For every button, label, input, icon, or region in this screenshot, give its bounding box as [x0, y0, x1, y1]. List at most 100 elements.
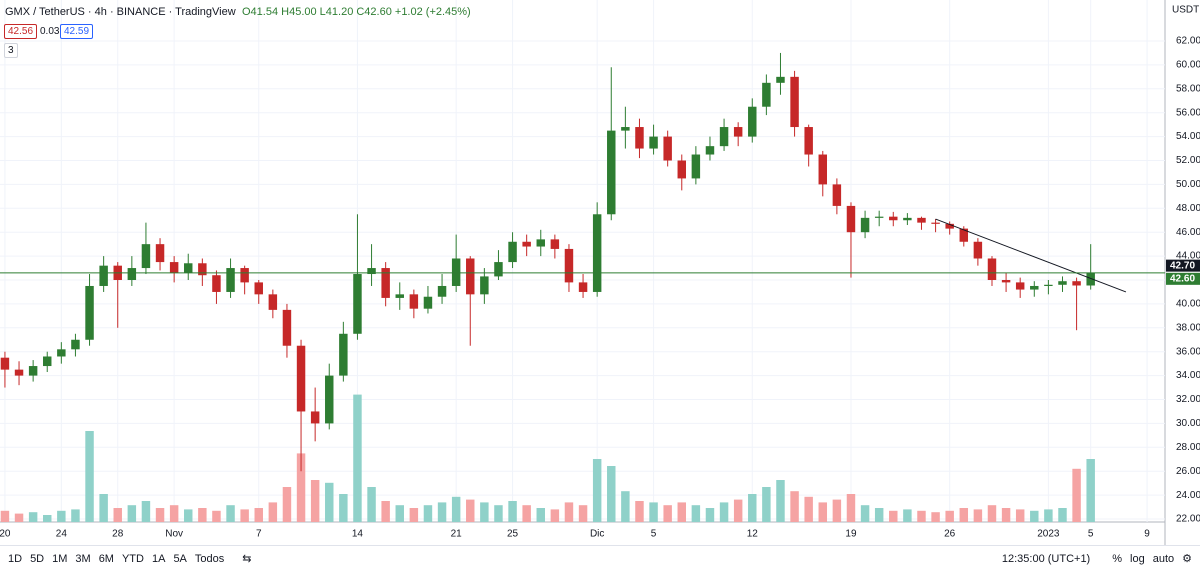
range-button[interactable]: 1M	[52, 552, 68, 565]
candle-body	[141, 244, 151, 269]
volume-bar	[987, 505, 997, 522]
candle-body	[155, 244, 165, 263]
volume-bar	[1015, 509, 1025, 522]
volume-bar	[353, 394, 362, 522]
x-tick-label: 20	[0, 529, 11, 540]
candle-body	[494, 262, 503, 277]
volume-bar	[917, 510, 926, 522]
volume-bar	[663, 505, 672, 522]
candle-body	[578, 282, 588, 292]
x-tick-label: 7	[256, 529, 262, 540]
percent-toggle[interactable]: %	[1112, 552, 1123, 565]
candle-body	[226, 268, 235, 292]
x-tick-label: Nov	[165, 529, 183, 540]
candle-body	[564, 248, 574, 283]
x-tick-label: 24	[56, 529, 68, 540]
trendline	[935, 218, 1127, 293]
candle-body	[339, 333, 348, 376]
y-tick-label: 48.00	[1176, 203, 1200, 214]
volume-bar	[818, 502, 828, 522]
indicator-toggle[interactable]: 3	[4, 43, 18, 58]
candle-body	[762, 82, 771, 107]
y-tick-label: 54.00	[1176, 131, 1200, 142]
ask-price[interactable]: 42.59	[60, 24, 94, 39]
candle-body	[776, 76, 785, 83]
candle-body	[1086, 272, 1095, 286]
candle-body	[987, 258, 997, 281]
y-tick-label: 26.00	[1176, 466, 1200, 477]
candle-body	[1001, 280, 1011, 283]
range-button[interactable]: 5D	[30, 552, 45, 565]
auto-toggle[interactable]: auto	[1152, 552, 1175, 565]
volume-bar	[635, 501, 644, 522]
candle-body	[0, 357, 10, 370]
range-button[interactable]: 6M	[98, 552, 114, 565]
volume-bar	[832, 499, 842, 522]
volume-bar	[226, 505, 235, 522]
range-button[interactable]: 3M	[75, 552, 91, 565]
candle-body	[663, 136, 672, 161]
bid-price[interactable]: 42.56	[4, 24, 38, 39]
volume-bar	[113, 508, 122, 522]
volume-bar	[381, 501, 390, 522]
candle-body	[973, 241, 983, 259]
volume-bar	[846, 494, 856, 522]
candle-body	[127, 268, 137, 281]
volume-bar	[85, 431, 94, 522]
price-tag	[1166, 272, 1200, 285]
candle-body	[353, 274, 362, 334]
range-button[interactable]: YTD	[121, 552, 144, 565]
volume-bar	[931, 512, 940, 522]
candle-body	[169, 262, 179, 273]
range-buttons: 1D 5D 1M 3M 6M YTD 1A 5A Todos	[0, 553, 224, 565]
volume-bar	[719, 502, 729, 522]
candle-body	[310, 411, 320, 424]
volume-bar	[169, 505, 179, 522]
bottom-toolbar: 1D 5D 1M 3M 6M YTD 1A 5A Todos ⇆ 12:35:00 (UTC+1…	[0, 545, 1200, 570]
volume-bar	[268, 502, 278, 522]
currency-label[interactable]: USDT	[1172, 5, 1199, 16]
symbol-title[interactable]: GMX / TetherUS · 4h · BINANCE · TradingV…	[5, 6, 236, 18]
volume-bar	[437, 502, 447, 522]
candle-body	[635, 127, 644, 149]
clock[interactable]: 12:35:00 (UTC+1)	[1001, 552, 1091, 565]
candle-body	[536, 239, 545, 247]
volume-bar	[705, 508, 715, 522]
candle-body	[240, 268, 249, 283]
log-toggle[interactable]: log	[1130, 552, 1145, 565]
candle-body	[945, 223, 954, 229]
candle-body	[99, 265, 108, 286]
candle-body	[903, 217, 912, 221]
volume-bar	[874, 508, 884, 522]
volume-bar	[804, 496, 813, 522]
candle-body	[268, 294, 278, 310]
volume-bar	[367, 487, 376, 522]
price-tag	[1166, 259, 1200, 272]
y-tick-label: 50.00	[1176, 179, 1200, 190]
volume-bar	[0, 510, 10, 522]
volume-bar	[621, 491, 630, 522]
range-button[interactable]: Todos	[194, 552, 225, 565]
candle-body	[1030, 285, 1039, 290]
volume-bar	[184, 509, 193, 522]
volume-bar	[212, 510, 221, 522]
volume-bar	[71, 509, 80, 522]
candle-body	[1015, 282, 1025, 290]
volume-bar	[1001, 508, 1011, 522]
candle-body	[705, 146, 715, 155]
volume-bar	[889, 510, 898, 522]
volume-bar	[409, 508, 419, 522]
candle-body	[959, 228, 969, 242]
range-button[interactable]: 5A	[173, 552, 187, 565]
candle-body	[325, 375, 334, 424]
candle-body	[1058, 281, 1067, 285]
y-tick-label: 34.00	[1176, 370, 1200, 381]
settings-icon[interactable]: ⚙	[1182, 553, 1192, 565]
volume-bar	[691, 505, 701, 522]
candle-body	[43, 356, 52, 367]
y-tick-label: 40.00	[1176, 299, 1200, 310]
volume-bar	[296, 453, 306, 522]
range-button[interactable]: 1A	[151, 552, 166, 565]
range-button[interactable]: 1D	[8, 552, 23, 565]
date-range-icon[interactable]: ⇆	[242, 553, 252, 565]
